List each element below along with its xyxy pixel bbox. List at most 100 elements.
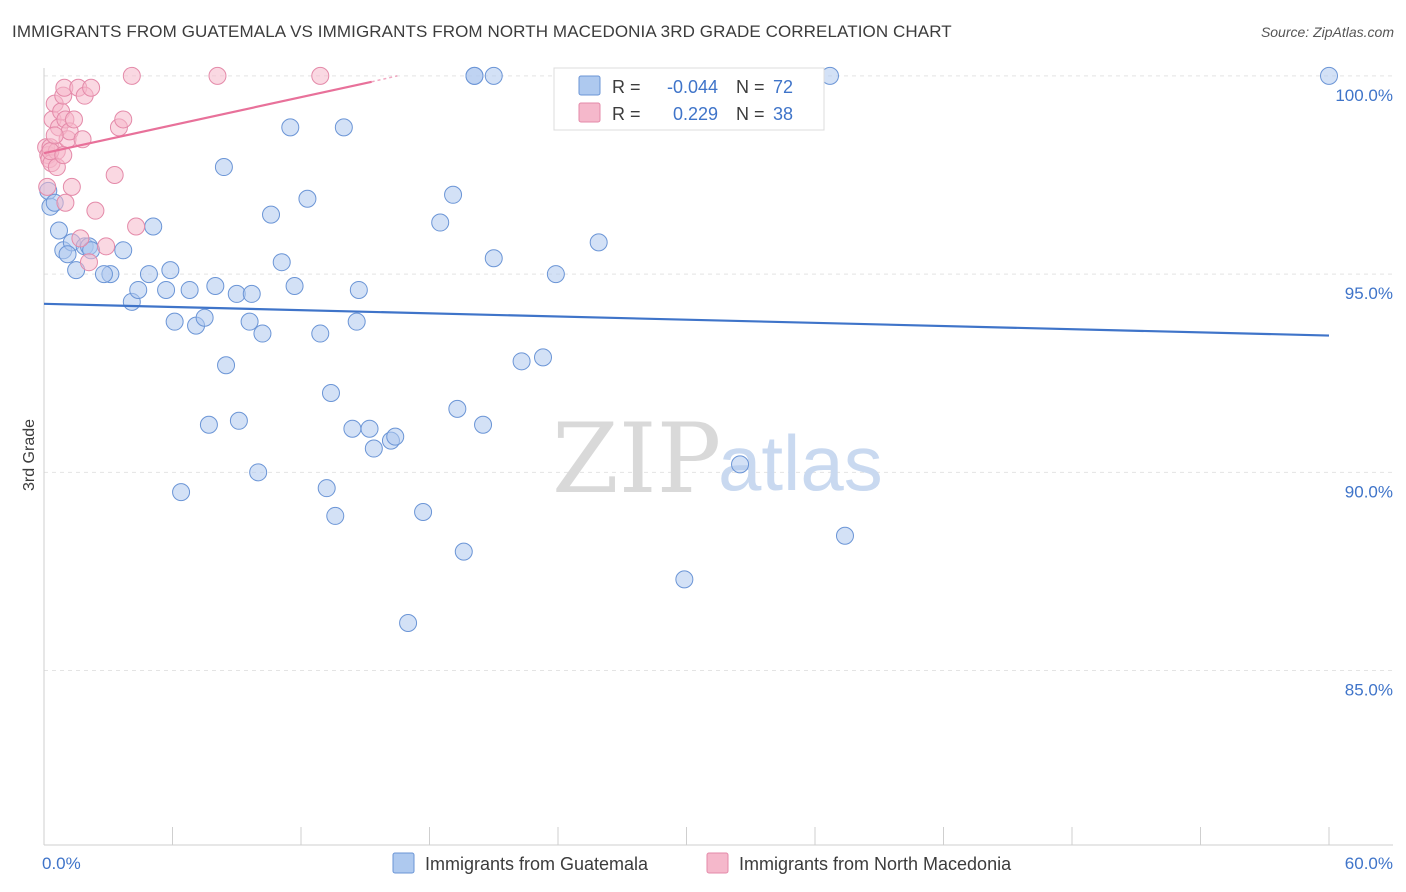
guatemala-point <box>589 233 608 252</box>
macedonia-point <box>86 201 105 220</box>
guatemala-point <box>206 276 225 295</box>
guatemala-point <box>311 324 330 343</box>
guatemala-point <box>58 245 77 264</box>
guatemala-point <box>444 185 463 204</box>
guatemala-point <box>326 506 345 525</box>
guatemala-point <box>321 384 340 403</box>
legend-r-label-2: R = <box>612 104 641 124</box>
guatemala-point <box>67 261 86 280</box>
guatemala-point <box>272 253 291 272</box>
macedonia-point <box>79 253 98 272</box>
macedonia-point <box>38 177 57 196</box>
guatemala-point <box>448 399 467 418</box>
grid-lines <box>44 75 1393 672</box>
guatemala-point <box>484 66 503 85</box>
guatemala-point <box>157 280 176 299</box>
guatemala-point <box>360 419 379 438</box>
stats-legend: R = -0.044 N = 72 R = 0.229 N = 38 <box>553 67 825 131</box>
legend-swatch-guatemala <box>578 75 601 96</box>
y-tick-labels: 100.0% 95.0% 90.0% 85.0% <box>1335 86 1393 700</box>
guatemala-point <box>465 66 484 85</box>
guatemala-point <box>431 213 450 232</box>
macedonia-point <box>311 66 330 85</box>
legend-r-value-1: -0.044 <box>667 77 718 97</box>
guatemala-point <box>199 415 218 434</box>
guatemala-point <box>285 276 304 295</box>
guatemala-point <box>94 265 113 284</box>
macedonia-point <box>62 177 81 196</box>
guatemala-point <box>281 118 300 137</box>
guatemala-point <box>217 356 236 375</box>
macedonia-point <box>45 126 64 145</box>
y-axis-label: 3rd Grade <box>21 419 38 491</box>
y-tick-label: 90.0% <box>1345 482 1393 501</box>
guatemala-point <box>835 526 854 545</box>
guatemala-point <box>343 419 362 438</box>
guatemala-point <box>399 613 418 632</box>
legend-r-value-2: 0.229 <box>673 104 718 124</box>
guatemala-point <box>129 280 148 299</box>
series-legend-swatch-guatemala <box>392 852 415 874</box>
guatemala-point <box>349 280 368 299</box>
guatemala-point <box>165 312 184 331</box>
guatemala-point <box>139 265 158 284</box>
macedonia-point <box>122 66 141 85</box>
guatemala-point <box>180 280 199 299</box>
guatemala-point <box>214 158 233 177</box>
guatemala-point <box>414 502 433 521</box>
legend-n-value-2: 38 <box>773 104 793 124</box>
watermark-zip: ZIP <box>552 403 721 515</box>
x-tick-label-min: 0.0% <box>42 854 81 873</box>
macedonia-point <box>114 110 133 129</box>
x-tick-label-max: 60.0% <box>1345 854 1393 873</box>
data-points <box>37 66 1338 632</box>
macedonia-point <box>97 237 116 256</box>
guatemala-point <box>1320 66 1338 85</box>
guatemala-point <box>242 284 261 303</box>
legend-swatch-macedonia <box>578 102 601 123</box>
trend-lines <box>43 75 1330 337</box>
guatemala-point <box>114 241 133 260</box>
series-legend-macedonia: Immigrants from North Macedonia <box>739 854 1012 874</box>
guatemala-point <box>347 312 366 331</box>
watermark: ZIP atlas <box>552 403 883 515</box>
series-legend: Immigrants from Guatemala Immigrants fro… <box>392 852 1012 874</box>
guatemala-trend-line <box>43 302 1330 337</box>
guatemala-point <box>249 463 268 482</box>
y-tick-label: 95.0% <box>1345 284 1393 303</box>
guatemala-point <box>731 455 750 474</box>
guatemala-point <box>227 284 246 303</box>
macedonia-trend-line <box>43 80 372 155</box>
guatemala-point <box>262 205 281 224</box>
guatemala-point <box>474 415 493 434</box>
guatemala-point <box>334 118 353 137</box>
y-tick-label: 85.0% <box>1345 681 1393 700</box>
x-tick-labels: 0.0% 60.0% <box>42 854 1393 873</box>
guatemala-point <box>161 261 180 280</box>
series-legend-swatch-macedonia <box>706 852 729 874</box>
guatemala-point <box>386 427 405 446</box>
guatemala-point <box>317 479 336 498</box>
y-tick-label: 100.0% <box>1335 86 1393 105</box>
guatemala-point <box>546 265 565 284</box>
macedonia-point <box>127 217 146 236</box>
guatemala-point <box>253 324 272 343</box>
macedonia-point <box>82 78 101 97</box>
macedonia-point <box>71 229 90 248</box>
guatemala-point <box>675 570 694 589</box>
guatemala-point <box>195 308 214 327</box>
legend-n-value-1: 72 <box>773 77 793 97</box>
guatemala-point <box>512 352 531 371</box>
guatemala-point <box>144 217 163 236</box>
macedonia-trend-line-extension <box>371 75 398 83</box>
macedonia-point <box>105 165 124 184</box>
source-label: Source: ZipAtlas.com <box>1260 24 1394 40</box>
guatemala-point <box>454 542 473 561</box>
legend-n-label-1: N = <box>736 77 765 97</box>
guatemala-point <box>364 439 383 458</box>
guatemala-point <box>172 483 191 502</box>
guatemala-point <box>229 411 248 430</box>
chart-title: IMMIGRANTS FROM GUATEMALA VS IMMIGRANTS … <box>12 22 952 41</box>
guatemala-point <box>240 312 259 331</box>
